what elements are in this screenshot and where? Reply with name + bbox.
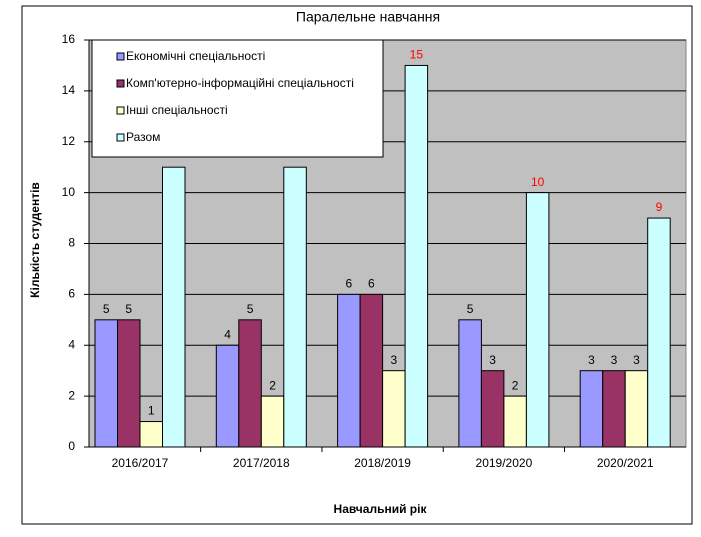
data-label: 5 [103,302,110,316]
bar [647,217,671,448]
bar [404,64,429,448]
bar [525,192,550,448]
data-label: 3 [633,353,640,367]
x-tick-label: 2017/2018 [233,456,290,470]
legend-swatch [116,106,125,115]
x-tick-label: 2020/2021 [597,456,654,470]
bar [215,344,240,448]
legend-label: Разом [126,130,160,144]
data-label: 9 [656,200,663,214]
y-tick-label: 14 [62,83,76,97]
data-label: 3 [611,353,618,367]
legend-label: Комп'ютерно-інформаційні спеціальності [126,76,354,90]
data-label: 3 [588,353,595,367]
data-label: 2 [512,378,519,392]
bar [503,395,527,448]
y-tick-label: 6 [68,287,75,301]
legend-label: Інші спеціальності [126,103,228,117]
bar [458,319,482,448]
bar [382,370,406,448]
data-label: 5 [467,302,474,316]
data-label: 10 [531,175,545,189]
y-axis-label: Кількість студентів [28,182,42,298]
x-axis-label: Навчальний рік [334,502,428,516]
bar [94,319,118,448]
bar [359,293,384,448]
data-label: 6 [368,277,375,291]
data-label: 3 [489,353,496,367]
x-tick-label: 2019/2020 [476,456,533,470]
bar [238,319,262,448]
y-tick-label: 12 [62,134,76,148]
chart-title: Паралельне навчання [296,9,440,25]
x-tick-label: 2018/2019 [354,456,411,470]
data-label: 6 [346,277,353,291]
bar [117,319,141,448]
data-label: 5 [125,302,132,316]
legend-label: Економічні спеціальності [126,49,265,63]
y-tick-label: 4 [68,337,75,351]
bar [139,421,163,448]
data-label: 5 [247,302,254,316]
data-label: 4 [224,327,231,341]
data-label: 1 [148,404,155,418]
y-tick-label: 0 [68,439,75,453]
legend-swatch [116,52,125,61]
legend-swatch [116,133,125,142]
data-label: 2 [269,378,276,392]
data-label: 15 [410,48,424,62]
bar [602,370,626,448]
bar [579,370,604,448]
bar [283,166,307,448]
bar [624,370,649,448]
y-tick-label: 10 [62,185,76,199]
bar [337,293,361,448]
legend-box [91,39,384,158]
bar [162,166,186,448]
bar [260,395,285,448]
data-label: 3 [391,353,398,367]
legend-swatch [116,79,125,88]
y-tick-label: 2 [68,388,75,402]
bar [480,370,505,448]
y-tick-label: 16 [62,32,76,46]
y-tick-label: 8 [68,236,75,250]
x-tick-label: 2016/2017 [112,456,169,470]
